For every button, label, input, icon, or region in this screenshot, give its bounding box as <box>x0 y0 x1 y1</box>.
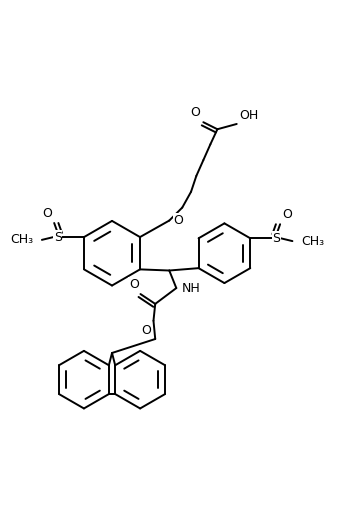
Text: NH: NH <box>182 281 200 294</box>
Text: S: S <box>54 231 62 244</box>
Text: CH₃: CH₃ <box>301 235 324 248</box>
Text: OH: OH <box>240 109 259 122</box>
Text: CH₃: CH₃ <box>10 233 33 246</box>
Text: O: O <box>42 207 52 220</box>
Text: O: O <box>282 209 292 222</box>
Text: O: O <box>141 323 151 336</box>
Text: O: O <box>129 278 139 290</box>
Text: O: O <box>173 214 183 227</box>
Text: S: S <box>273 232 281 245</box>
Text: O: O <box>190 106 200 119</box>
